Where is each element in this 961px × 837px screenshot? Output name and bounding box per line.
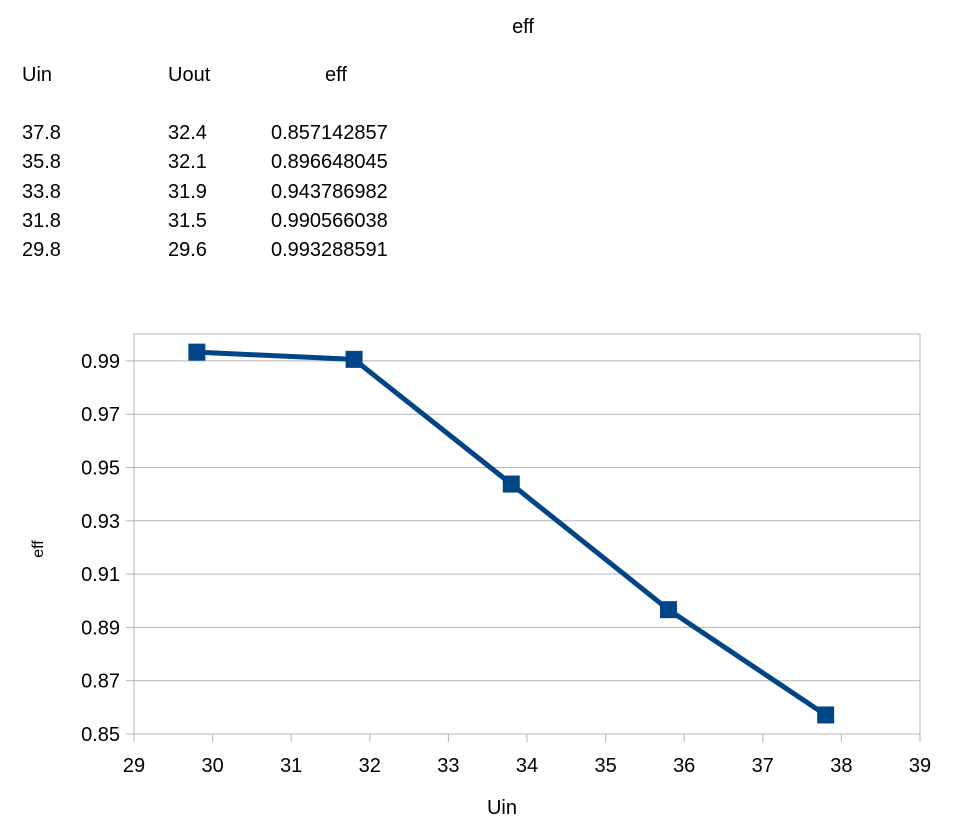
- cell-uin: 37.8: [22, 122, 61, 144]
- x-tick-label: 39: [909, 755, 931, 777]
- y-tick-label: 0.85: [81, 724, 120, 746]
- cell-uout: 29.6: [168, 239, 207, 261]
- x-tick-label: 35: [594, 755, 616, 777]
- x-axis-label: Uin: [487, 797, 517, 819]
- y-axis-ticks: 0.85 0.87 0.89 0.91 0.93 0.95 0.97 0.99: [81, 351, 134, 746]
- y-tick-label: 0.95: [81, 458, 120, 480]
- cell-eff: 0.857142857: [271, 122, 388, 144]
- data-point-marker: [345, 350, 363, 368]
- x-tick-label: 37: [752, 755, 774, 777]
- cell-uout: 31.5: [168, 210, 207, 232]
- cell-uin: 35.8: [22, 151, 61, 173]
- cell-uout: 32.4: [168, 122, 207, 144]
- y-tick-label: 0.93: [81, 511, 120, 533]
- x-tick-label: 36: [673, 755, 695, 777]
- header-eff: eff: [325, 64, 347, 86]
- data-point-marker: [188, 343, 206, 361]
- x-tick-label: 30: [201, 755, 223, 777]
- header-uout: Uout: [168, 64, 211, 86]
- cell-uout: 32.1: [168, 151, 207, 173]
- grid-lines: [134, 360, 920, 735]
- x-tick-label: 29: [123, 755, 145, 777]
- x-tick-label: 38: [830, 755, 852, 777]
- cell-eff: 0.990566038: [271, 210, 388, 232]
- y-tick-label: 0.87: [81, 671, 120, 693]
- x-tick-label: 31: [280, 755, 302, 777]
- x-tick-label: 33: [437, 755, 459, 777]
- page-title: eff: [512, 16, 534, 38]
- cell-uin: 31.8: [22, 210, 61, 232]
- cell-eff: 0.943786982: [271, 181, 388, 203]
- data-point-marker: [659, 601, 677, 619]
- y-tick-label: 0.99: [81, 351, 120, 373]
- data-point-marker: [502, 475, 520, 493]
- y-axis-label: eff: [30, 540, 47, 558]
- series-line: [196, 349, 828, 718]
- data-table: Uin Uout eff 37.8 32.4 0.857142857 35.8 …: [0, 0, 961, 300]
- cell-eff: 0.993288591: [271, 239, 388, 261]
- data-point-marker: [817, 706, 835, 724]
- cell-uin: 29.8: [22, 239, 61, 261]
- plot-area: [133, 333, 921, 735]
- y-tick-label: 0.97: [81, 404, 120, 426]
- y-tick-label: 0.89: [81, 617, 120, 639]
- series-layer: [188, 343, 835, 724]
- y-tick-label: 0.91: [81, 564, 120, 586]
- header-uin: Uin: [22, 64, 53, 86]
- x-tick-label: 34: [516, 755, 538, 777]
- x-tick-label: 32: [359, 755, 381, 777]
- cell-eff: 0.896648045: [271, 151, 388, 173]
- cell-uout: 31.9: [168, 181, 207, 203]
- cell-uin: 33.8: [22, 181, 61, 203]
- x-axis-ticks: 29 30 31 32 33 34 35 36 37 38 39: [123, 734, 931, 777]
